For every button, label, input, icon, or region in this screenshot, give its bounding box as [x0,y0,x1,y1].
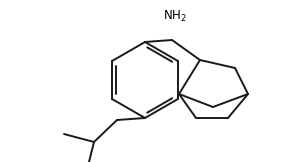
Text: NH$_2$: NH$_2$ [163,9,187,24]
